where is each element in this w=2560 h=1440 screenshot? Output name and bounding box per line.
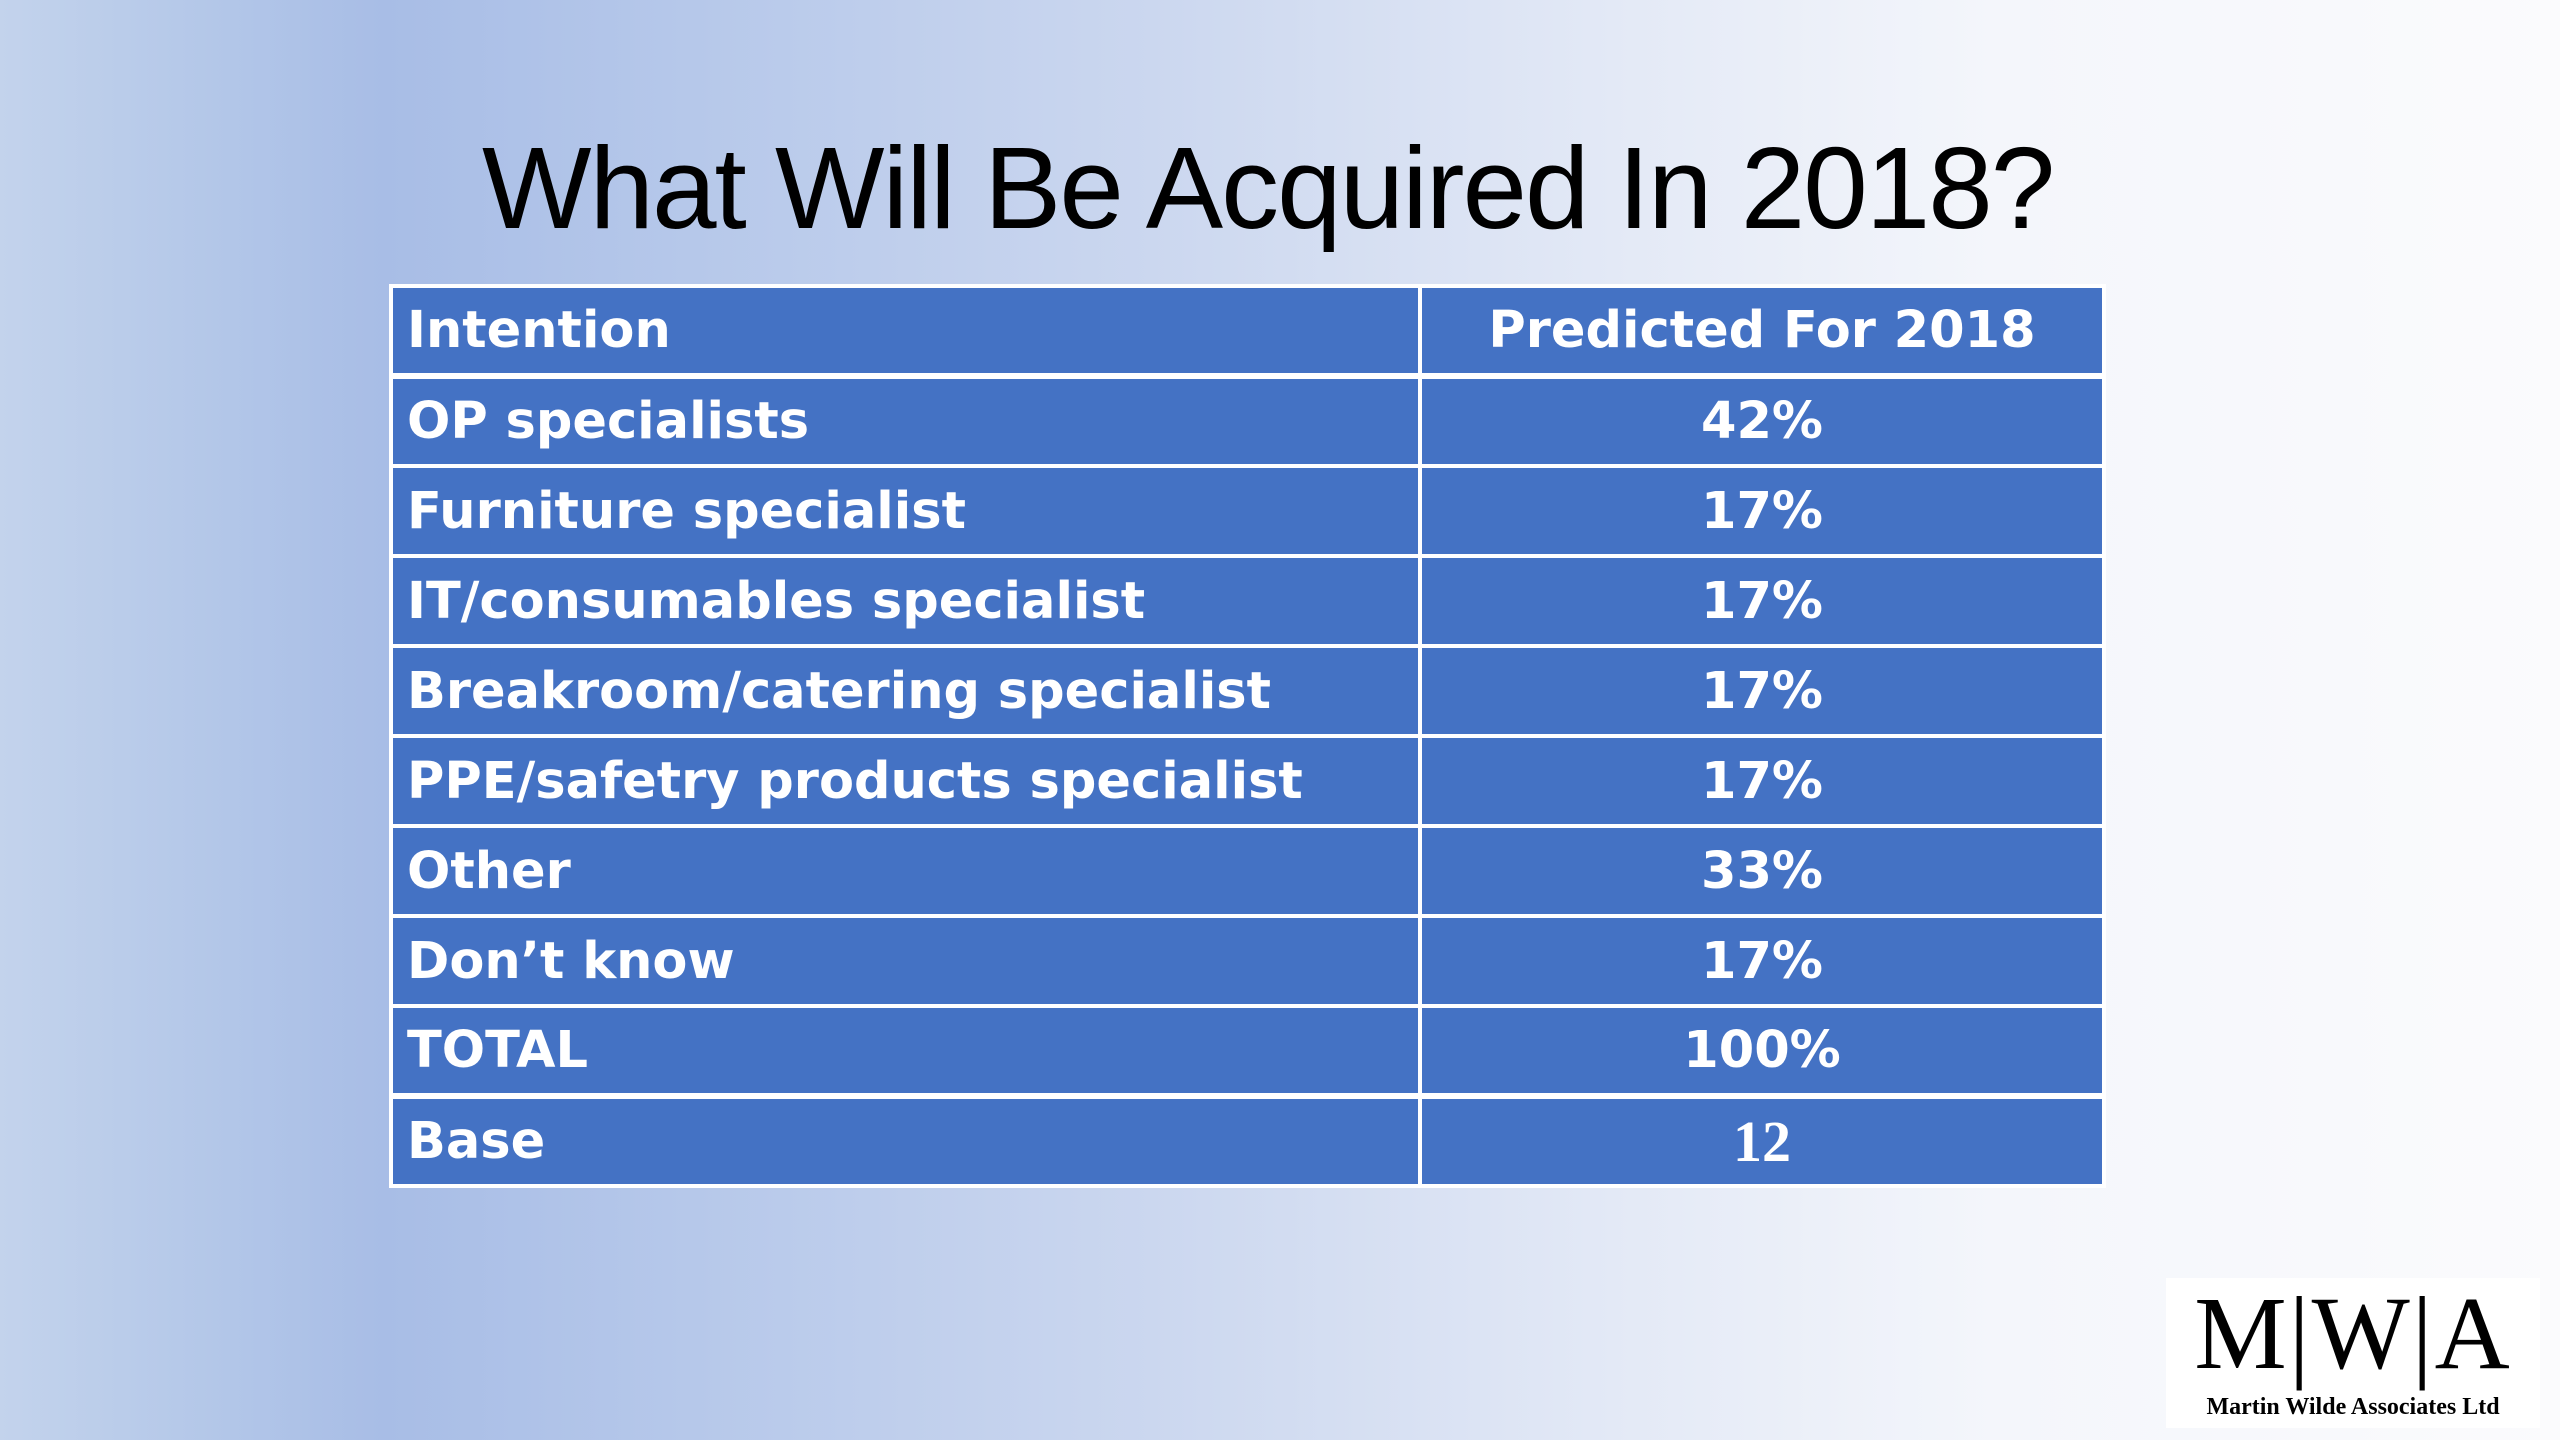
row-value: 100% bbox=[1418, 1004, 2106, 1098]
row-intention: IT/consumables specialist bbox=[389, 554, 1422, 648]
row-value: 17% bbox=[1418, 644, 2106, 738]
row-value: 17% bbox=[1418, 734, 2106, 828]
table-row: Furniture specialist 17% bbox=[389, 464, 2106, 558]
row-intention: PPE/safetry products specialist bbox=[389, 734, 1422, 828]
row-value: 17% bbox=[1418, 914, 2106, 1008]
row-intention: Don’t know bbox=[389, 914, 1422, 1008]
row-intention: TOTAL bbox=[389, 1004, 1422, 1098]
row-intention: OP specialists bbox=[389, 374, 1422, 468]
table-row: Other 33% bbox=[389, 824, 2106, 918]
row-value: 33% bbox=[1418, 824, 2106, 918]
row-intention: Breakroom/catering specialist bbox=[389, 644, 1422, 738]
row-intention: Base bbox=[389, 1093, 1422, 1188]
row-value: 17% bbox=[1418, 554, 2106, 648]
header-intention: Intention bbox=[389, 284, 1422, 379]
logo-mark: M|W|A bbox=[2194, 1276, 2512, 1391]
header-predicted: Predicted For 2018 bbox=[1418, 284, 2106, 379]
intentions-table: Intention Predicted For 2018 OP speciali… bbox=[389, 284, 2106, 1188]
table-row-base: Base 12 bbox=[389, 1093, 2106, 1188]
row-value: 42% bbox=[1418, 374, 2106, 468]
table-row: Don’t know 17% bbox=[389, 914, 2106, 1008]
table-row-total: TOTAL 100% bbox=[389, 1004, 2106, 1098]
row-intention: Furniture specialist bbox=[389, 464, 1422, 558]
company-logo: M|W|A Martin Wilde Associates Ltd bbox=[2166, 1278, 2540, 1428]
table-row: Breakroom/catering specialist 17% bbox=[389, 644, 2106, 738]
table-header-row: Intention Predicted For 2018 bbox=[389, 284, 2106, 379]
logo-company-name: Martin Wilde Associates Ltd bbox=[2206, 1394, 2500, 1420]
table-row: PPE/safetry products specialist 17% bbox=[389, 734, 2106, 828]
row-value: 12 bbox=[1418, 1093, 2106, 1188]
row-intention: Other bbox=[389, 824, 1422, 918]
slide-title: What Will Be Acquired In 2018? bbox=[482, 123, 2055, 253]
table-row: IT/consumables specialist 17% bbox=[389, 554, 2106, 648]
row-value: 17% bbox=[1418, 464, 2106, 558]
table-row: OP specialists 42% bbox=[389, 374, 2106, 468]
